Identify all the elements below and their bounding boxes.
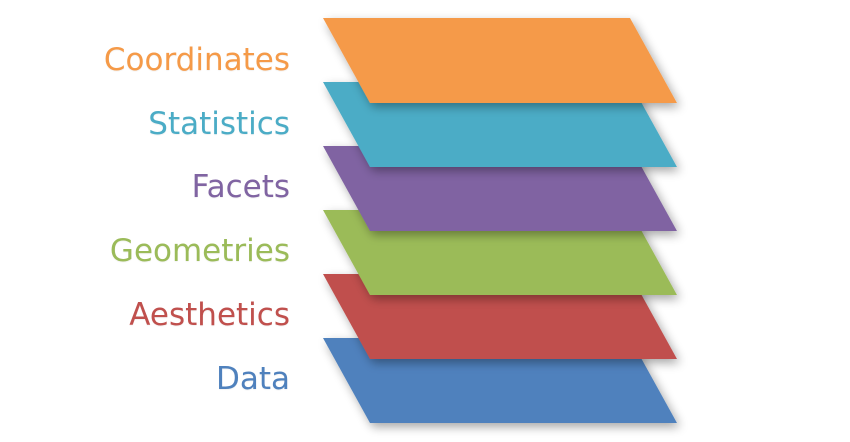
layer-sheet-geometries [323,210,677,295]
layer-sheet-coordinates [323,18,677,103]
layer-sheet-facets [323,146,677,231]
layer-sheet-statistics [323,82,677,167]
layer-sheet-aesthetics [323,274,677,359]
layer-sheet-data [323,338,677,423]
